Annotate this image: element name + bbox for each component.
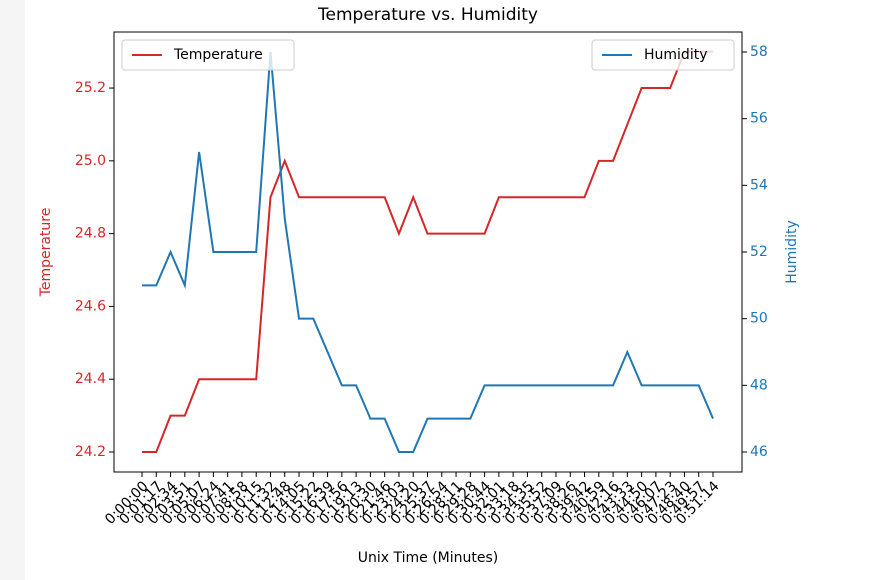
y2-tick-label: 46: [750, 444, 768, 460]
y-tick-label: 25.2: [75, 80, 106, 96]
y-tick-label: 24.2: [75, 444, 106, 460]
y2-tick-label: 58: [750, 44, 768, 60]
notebook-gutter: [0, 0, 25, 580]
y2-axis-label: Humidity: [784, 220, 800, 283]
x-axis-label: Unix Time (Minutes): [358, 550, 499, 566]
legend: Temperature: [121, 39, 295, 71]
y2-tick-label: 50: [750, 311, 768, 327]
legend-box: [121, 39, 295, 71]
series-line: [142, 51, 714, 453]
y2-tick-label: 54: [750, 177, 768, 193]
y-tick-label: 25.0: [75, 153, 106, 169]
legend-label: Temperature: [173, 47, 263, 63]
legend-label: Humidity: [644, 47, 707, 63]
y-tick-label: 24.6: [75, 298, 106, 314]
y-tick-label: 24.8: [75, 226, 106, 242]
legend: Humidity: [591, 39, 735, 71]
y-tick-label: 24.4: [75, 371, 106, 387]
chart-title: Temperature vs. Humidity: [317, 5, 538, 25]
series-line: [142, 50, 713, 453]
plot-frame: [113, 31, 743, 473]
y2-tick-label: 52: [750, 244, 768, 260]
y2-tick-label: 56: [750, 111, 768, 127]
y2-tick-label: 48: [750, 377, 768, 393]
y-axis-label: Temperature: [38, 208, 54, 298]
legend-box: [591, 39, 735, 71]
